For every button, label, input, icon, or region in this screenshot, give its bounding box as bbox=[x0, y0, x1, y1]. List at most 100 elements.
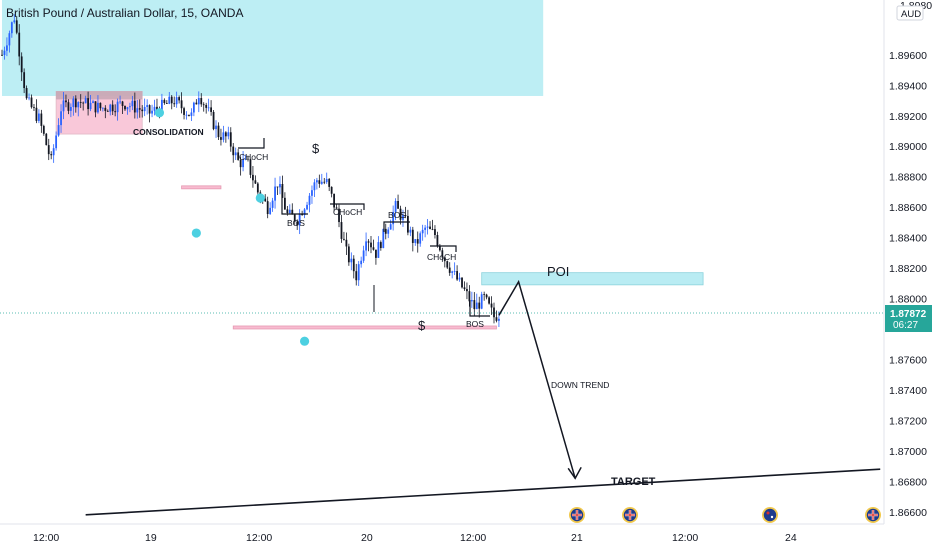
currency-badge[interactable] bbox=[896, 5, 924, 21]
choch-line-2 bbox=[330, 203, 365, 210]
bos-label-1: BOS bbox=[287, 218, 305, 228]
candle-body bbox=[365, 241, 367, 251]
candle-body bbox=[124, 105, 126, 110]
price-tick-label: 1.88400 bbox=[889, 233, 927, 245]
candle-body bbox=[276, 186, 279, 188]
zone-liquidity1 bbox=[181, 185, 222, 190]
liquidity-label-1: $ bbox=[312, 141, 320, 156]
candle-body bbox=[141, 109, 144, 112]
candle-body bbox=[33, 107, 35, 109]
candle-body bbox=[315, 180, 318, 183]
candle-body bbox=[352, 258, 355, 272]
candle-body bbox=[266, 201, 269, 215]
candle-body bbox=[318, 180, 321, 184]
down-trend-label: DOWN TREND bbox=[551, 380, 609, 390]
candle-body bbox=[407, 215, 409, 233]
swing-marker bbox=[255, 193, 265, 203]
candle-body bbox=[6, 45, 8, 51]
time-label-4: 20 bbox=[361, 532, 373, 544]
candle-body bbox=[375, 249, 377, 258]
candle-body bbox=[284, 197, 286, 210]
chart-title: British Pound / Australian Dollar, 15, O… bbox=[6, 6, 244, 20]
candle-body bbox=[224, 132, 227, 137]
candle-body bbox=[362, 250, 365, 261]
candle-body bbox=[97, 102, 99, 113]
uk-flag-icon[interactable] bbox=[569, 507, 585, 523]
zone-poi bbox=[481, 272, 704, 286]
candle-body bbox=[242, 159, 244, 168]
candle-body bbox=[1, 54, 3, 56]
time-axis[interactable] bbox=[0, 524, 932, 550]
candle-body bbox=[161, 99, 163, 114]
candle-body bbox=[146, 105, 149, 107]
candle-body bbox=[72, 98, 75, 107]
candle-body bbox=[131, 100, 134, 107]
candle-body bbox=[409, 229, 412, 233]
candle-body bbox=[10, 22, 13, 34]
candle-body bbox=[350, 258, 353, 263]
candle-body bbox=[387, 229, 390, 234]
candle-body bbox=[493, 307, 495, 318]
candle-body bbox=[488, 297, 490, 304]
price-tick-label: 1.87400 bbox=[889, 385, 927, 397]
candle-body bbox=[23, 72, 26, 89]
candle-body bbox=[109, 104, 112, 112]
projection-arrowhead bbox=[567, 466, 582, 480]
candle-body bbox=[99, 102, 102, 109]
bos-label-3: BOS bbox=[466, 319, 484, 329]
candle-body bbox=[114, 111, 117, 113]
candle-body bbox=[65, 100, 67, 103]
price-tick-label: 1.89200 bbox=[889, 111, 927, 123]
candle-body bbox=[163, 99, 166, 103]
time-label-1: 12:00 bbox=[33, 532, 59, 544]
candle-body bbox=[325, 178, 328, 183]
candle-body bbox=[264, 198, 267, 202]
candle-body bbox=[279, 184, 281, 188]
price-tick-label: 1.89000 bbox=[889, 141, 927, 153]
candle-body bbox=[3, 50, 6, 55]
candle-body bbox=[229, 132, 232, 147]
candle-body bbox=[170, 96, 173, 104]
candle-body bbox=[111, 104, 114, 112]
candle-body bbox=[104, 107, 107, 111]
candle-body bbox=[293, 214, 296, 222]
price-tick-label: 1.87000 bbox=[889, 446, 927, 458]
time-label-3: 12:00 bbox=[246, 532, 272, 544]
price-tick-label: 1.88000 bbox=[889, 294, 927, 306]
candle-body bbox=[52, 148, 55, 156]
uk-flag-icon[interactable] bbox=[865, 507, 881, 523]
candle-body bbox=[429, 226, 431, 229]
consolidation-label: CONSOLIDATION bbox=[133, 127, 204, 137]
candle-body bbox=[45, 133, 48, 146]
candle-body bbox=[207, 107, 210, 109]
uk-flag-icon[interactable] bbox=[622, 507, 638, 523]
price-tick-label: 1.88200 bbox=[889, 263, 927, 275]
candle-body bbox=[175, 97, 178, 105]
candle-body bbox=[192, 102, 195, 113]
candle-body bbox=[116, 101, 119, 113]
candle-body bbox=[323, 181, 326, 183]
bos-line-2 bbox=[383, 221, 410, 232]
candle-body bbox=[345, 239, 348, 247]
candle-body bbox=[35, 107, 38, 121]
candle-body bbox=[234, 152, 237, 156]
candle-body bbox=[370, 242, 372, 248]
candle-body bbox=[106, 110, 109, 112]
choch-line-1 bbox=[238, 138, 265, 149]
price-tick-label: 1.87200 bbox=[889, 415, 927, 427]
candle-body bbox=[274, 186, 276, 201]
candle-body bbox=[138, 108, 141, 110]
candle-body bbox=[183, 108, 185, 115]
candle-body bbox=[94, 101, 97, 113]
candle-body bbox=[475, 302, 478, 310]
candle-body bbox=[394, 201, 397, 213]
zone-consolidation-top bbox=[56, 91, 143, 100]
price-axis[interactable] bbox=[884, 0, 932, 524]
candle-body bbox=[148, 105, 151, 114]
price-tick-label: 1.86600 bbox=[889, 507, 927, 519]
candle-body bbox=[232, 146, 235, 156]
current-price-tag bbox=[885, 305, 932, 332]
australia-flag-icon[interactable] bbox=[762, 507, 778, 523]
